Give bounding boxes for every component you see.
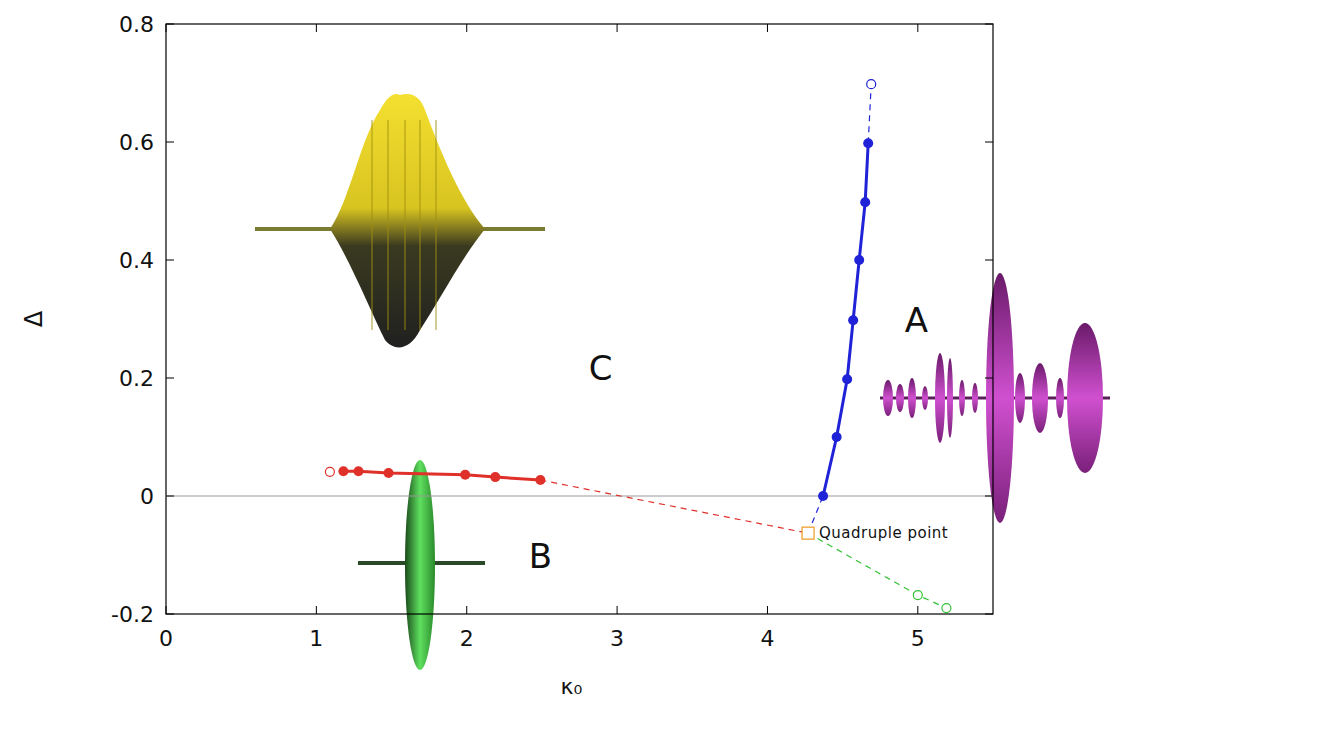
point [860, 197, 870, 207]
y-tick-label: 0.2 [119, 366, 154, 391]
chart: 012345-0.200.20.40.60.8κ₀ΔABCQuadruple p… [0, 0, 1332, 739]
y-tick [985, 378, 993, 379]
x-tick [316, 606, 317, 614]
decoration [1067, 323, 1103, 473]
y-tick [985, 260, 993, 261]
x-tick [166, 606, 167, 614]
decoration [1032, 363, 1048, 433]
series-line [823, 143, 868, 496]
x-tick-label: 4 [760, 626, 774, 651]
point [818, 491, 828, 501]
y-tick-label: 0.8 [119, 12, 154, 37]
axes: 012345-0.200.20.40.60.8κ₀Δ [20, 12, 993, 699]
y-tick-label: 0 [140, 484, 154, 509]
series-line [343, 471, 540, 480]
x-tick-label: 1 [309, 626, 323, 651]
region-label: B [529, 536, 552, 576]
square-point [802, 527, 814, 539]
point [535, 475, 545, 485]
x-tick [617, 606, 618, 614]
point [848, 315, 858, 325]
x-tick [166, 24, 167, 32]
point [842, 374, 852, 384]
x-axis-title: κ₀ [561, 674, 583, 699]
x-tick [316, 24, 317, 32]
open-point [325, 467, 334, 476]
x-tick-label: 3 [610, 626, 624, 651]
point [460, 470, 470, 480]
decoration [435, 120, 437, 330]
decoration [935, 353, 945, 443]
decoration [1015, 373, 1025, 423]
decoration [405, 460, 435, 670]
plot-frame [166, 24, 993, 614]
y-tick [166, 378, 174, 379]
point [832, 432, 842, 442]
x-tick-label: 2 [460, 626, 474, 651]
y-tick [985, 24, 993, 25]
data-layer [325, 80, 950, 613]
decoration [371, 120, 373, 330]
y-tick [166, 496, 174, 497]
y-tick-label: 0.4 [119, 248, 154, 273]
reference-line [166, 496, 993, 497]
x-tick [917, 24, 918, 32]
region-label: C [589, 348, 613, 388]
x-tick [466, 606, 467, 614]
x-tick [917, 606, 918, 614]
decorations [255, 94, 1110, 670]
series-line [540, 480, 808, 533]
decoration [1056, 378, 1064, 418]
y-tick-label: -0.2 [111, 602, 154, 627]
region-label: A [905, 300, 928, 340]
y-tick [985, 496, 993, 497]
decoration [947, 358, 953, 438]
y-tick-label: 0.6 [119, 130, 154, 155]
annotation: Quadruple point [819, 524, 948, 542]
decoration [908, 378, 916, 418]
x-tick-label: 5 [911, 626, 925, 651]
y-tick [166, 24, 174, 25]
series-line [868, 84, 871, 143]
y-tick [166, 260, 174, 261]
point [490, 472, 500, 482]
open-point [867, 80, 876, 89]
x-tick [617, 24, 618, 32]
decoration [883, 380, 893, 416]
decoration [959, 380, 965, 416]
point [353, 466, 363, 476]
y-tick [166, 614, 174, 615]
decoration [419, 120, 421, 330]
point [384, 468, 394, 478]
decoration [986, 273, 1014, 523]
open-point [913, 591, 922, 600]
decoration [404, 120, 406, 330]
y-axis-title: Δ [20, 310, 48, 327]
x-tick-label: 0 [159, 626, 173, 651]
decoration [387, 120, 389, 330]
x-tick [767, 24, 768, 32]
x-tick [466, 24, 467, 32]
point [338, 466, 348, 476]
open-point [942, 604, 951, 613]
y-tick [985, 614, 993, 615]
series-line [808, 533, 946, 608]
point [854, 255, 864, 265]
y-tick [166, 142, 174, 143]
decoration [972, 383, 978, 413]
x-tick [767, 606, 768, 614]
y-tick [985, 142, 993, 143]
decoration [896, 384, 904, 412]
decoration [922, 386, 928, 410]
decoration [330, 94, 485, 347]
